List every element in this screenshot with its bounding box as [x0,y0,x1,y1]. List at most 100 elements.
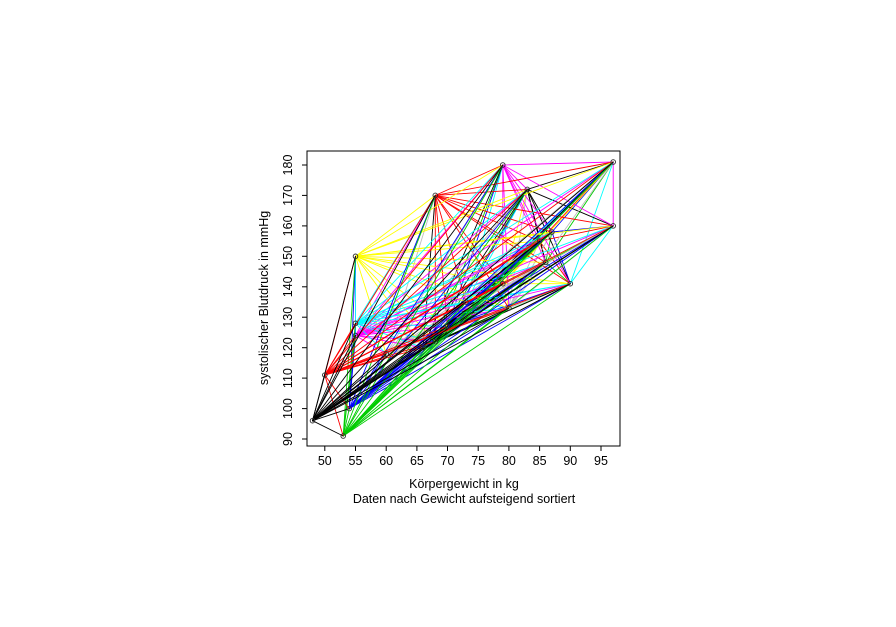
edge-segment [355,240,541,324]
data-point-marker [542,259,549,266]
data-point-marker [500,162,506,168]
edge-segment [312,283,504,422]
edge-segment [355,194,436,257]
edge-segment [434,188,528,196]
data-point-marker [352,320,359,327]
edge-segment [526,188,571,285]
edge-segment [502,164,541,242]
x-tick-label: 85 [533,454,547,468]
edge-segment [385,188,528,355]
edge-segment [324,188,528,376]
x-tick-label: 55 [349,454,363,468]
edge-segment [355,161,614,257]
edge-segment [526,188,553,233]
edge-segment [502,161,614,166]
x-tick-label: 90 [563,454,577,468]
data-point-marker [500,280,506,287]
edge-segment [342,225,614,437]
edge-segment [355,194,436,336]
edge-segment [545,261,571,285]
data-point-marker [524,186,531,193]
y-tick-label: 180 [281,155,295,176]
data-point-marker [309,417,316,424]
edge-segment [312,335,356,422]
edge-segment [545,231,553,263]
data-point-marker [352,253,359,260]
edge-segment [539,225,614,242]
edge-segment [434,194,448,327]
edge-segment [342,301,467,437]
edge-segment [342,335,356,437]
x-tick-label: 50 [318,454,332,468]
data-point-marker [346,405,353,412]
edge-segment [312,188,528,422]
edge-segment [324,325,448,376]
data-point-marker [463,299,469,305]
edge-segment [465,188,528,303]
x-tick-label: 60 [379,454,393,468]
edge-segment [526,188,614,227]
data-point-marker [536,238,543,244]
edge-segment [342,283,571,437]
edge-segment [355,261,547,336]
edge-segment [434,194,571,285]
edge-segment [312,420,344,437]
y-tick-label: 150 [281,246,295,267]
edge-segment [324,231,553,376]
y-tick-label: 170 [281,185,295,206]
edge-segment [569,161,614,285]
edge-segment [355,240,541,257]
edge-segment [348,231,553,410]
edge-segment [355,335,387,355]
data-point-marker [444,323,451,330]
edge-segment [434,194,541,242]
edge-segment [348,194,436,410]
data-point-marker [352,332,359,339]
edge-segment [355,225,614,336]
data-point-marker [432,192,439,199]
y-axis: 90 100 110 120 130 140 150 160 170 180 [281,155,307,446]
edge-segment [355,255,467,303]
edge-segment [434,194,553,233]
x-tick-label: 80 [502,454,516,468]
data-point-marker [322,372,328,378]
edge-segment [348,188,528,410]
edge-segment [434,194,504,285]
edge-segment [526,188,547,263]
plot-box [306,150,621,447]
edge-segment [355,225,614,257]
edge-segment [342,231,553,437]
edge-segment [342,353,387,437]
y-tick-label: 100 [281,398,295,419]
edge-segment [312,164,504,422]
edge-segment [355,255,448,327]
x-tick-label: 65 [410,454,424,468]
edge-segment [324,161,614,376]
edge-segment [355,307,510,324]
data-point-marker [506,305,512,311]
data-point-marker [567,280,574,287]
y-tick-label: 90 [281,432,295,446]
y-tick-label: 110 [281,368,295,388]
x-tick-label: 70 [441,454,455,468]
edge-segment [348,255,356,410]
y-tick-label: 140 [281,276,295,297]
points-layer [309,159,616,439]
edges-layer [312,161,614,437]
edge-segment [569,225,614,285]
x-axis-label: Körpergewicht in kg [409,477,519,491]
y-tick-label: 130 [281,307,295,328]
edge-segment [342,161,614,437]
x-tick-label: 95 [594,454,608,468]
edge-segment [434,161,614,196]
edge-segment [324,164,504,376]
edge-segment [434,194,614,227]
edge-segment [539,240,571,285]
edge-segment [355,322,387,355]
edge-segment [324,194,436,376]
edge-segment [545,161,614,263]
edge-segment [502,164,528,190]
edge-segment [312,307,510,422]
edge-segment [502,164,614,227]
edge-segment [526,161,614,190]
